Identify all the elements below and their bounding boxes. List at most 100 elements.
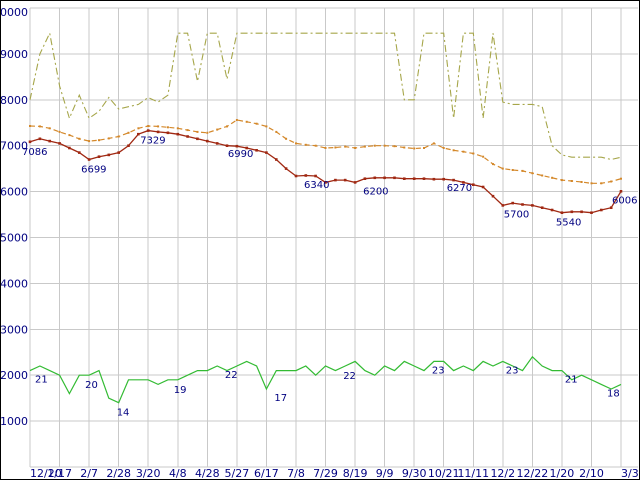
x-tick-label: 8/19 <box>343 467 368 480</box>
series-orange-dashed-mid-marker <box>610 180 613 183</box>
point-value-label: 6200 <box>363 186 388 197</box>
series-red-solid-low-marker <box>245 146 248 150</box>
y-tick-label: 1000 <box>0 415 28 428</box>
point-value-label: 19 <box>174 385 187 396</box>
series-orange-dashed-mid-marker <box>403 146 406 149</box>
series-orange-dashed-mid-marker <box>383 144 386 147</box>
series-orange-dashed-mid-marker <box>137 127 140 130</box>
series-orange-dashed-mid-marker <box>462 150 465 153</box>
series-orange-dashed-mid-marker <box>304 143 307 146</box>
y-tick-label: 7000 <box>0 140 28 153</box>
series-orange-dashed-mid-marker <box>423 147 425 149</box>
series-orange-dashed-mid-marker <box>314 144 317 147</box>
x-tick-label: 4/8 <box>169 467 187 480</box>
series-orange-dashed-mid-marker <box>354 147 357 149</box>
series-red-solid-low-marker <box>363 177 367 180</box>
series-red-solid-low-marker <box>107 153 111 157</box>
series-red-solid-low-marker <box>235 144 239 148</box>
point-value-label: 21 <box>565 375 578 386</box>
series-orange-dashed-mid-marker <box>68 134 71 137</box>
x-tick-label: 2/7 <box>80 467 98 480</box>
x-tick-label: 6/17 <box>254 467 279 480</box>
series-red-solid-low-marker <box>343 178 347 182</box>
series-red-solid-low-marker <box>146 129 150 132</box>
series-red-solid-low-marker <box>324 181 327 184</box>
series-red-solid-low-marker <box>383 176 386 180</box>
series-red-solid-low-marker <box>590 211 593 214</box>
series-orange-dashed-mid-marker <box>393 145 396 148</box>
series-orange-dashed-mid-marker <box>511 169 514 171</box>
series-orange-dashed-mid-marker <box>580 181 583 183</box>
series-red-solid-low-marker <box>215 142 219 145</box>
series-red-solid-low-marker <box>334 178 337 182</box>
series-orange-dashed-mid-marker <box>107 137 110 140</box>
series-orange-dashed-mid-marker <box>275 130 278 133</box>
point-value-label: 22 <box>225 370 238 381</box>
series-orange-dashed-mid-marker <box>295 142 297 145</box>
series-red-solid-low-marker <box>550 208 554 212</box>
x-tick-label: 1/17 <box>47 467 72 480</box>
point-value-label: 17 <box>274 393 287 404</box>
series-red-solid-low-marker <box>127 144 130 147</box>
series-orange-dashed-mid-marker <box>442 147 445 149</box>
series-red-solid-low-marker <box>452 178 455 182</box>
point-value-label: 23 <box>432 365 445 376</box>
x-tick-label: 1/20 <box>550 467 575 480</box>
series-orange-dashed-mid-marker <box>285 137 288 140</box>
x-tick-label: 12/2 <box>490 467 515 480</box>
series-red-solid-low-marker <box>570 210 574 214</box>
x-tick-label: 12/20 <box>30 467 62 480</box>
series-red-solid-low-marker <box>393 176 396 180</box>
series-red-solid-low-marker <box>78 151 81 154</box>
x-tick-label: 9/9 <box>376 467 394 480</box>
y-tick-label: 2000 <box>0 369 28 382</box>
point-value-label: 23 <box>506 365 519 376</box>
series-orange-dashed-mid-marker <box>501 167 504 170</box>
series-orange-dashed-mid-marker <box>560 179 563 182</box>
y-tick-label: 4000 <box>0 277 28 290</box>
series-red-solid-low-marker <box>531 204 534 207</box>
series-orange-dashed-mid-marker <box>600 182 603 185</box>
series-red-solid-low-marker <box>501 204 505 207</box>
series-red-solid-low-marker <box>560 211 564 214</box>
x-tick-label: 9/30 <box>402 467 427 480</box>
x-tick-label: 2/10 <box>579 467 604 480</box>
series-red-solid-low-marker <box>284 167 288 170</box>
series-red-solid-low-marker <box>186 135 189 138</box>
series-orange-dashed-mid-marker <box>78 137 81 140</box>
point-value-label: 6006 <box>612 195 637 206</box>
series-orange-dashed-mid-marker <box>38 125 41 128</box>
series-orange-dashed-mid-marker <box>226 125 228 128</box>
series-red-solid-low-marker <box>117 151 120 154</box>
series-red-solid-low-marker <box>432 177 436 181</box>
series-orange-dashed-mid-marker <box>531 172 534 175</box>
series-red-solid-low-marker <box>403 177 406 180</box>
series-red-solid-low-marker <box>38 137 42 141</box>
point-value-label: 6270 <box>447 183 472 194</box>
point-value-label: 22 <box>343 371 356 382</box>
series-orange-dashed-mid-marker <box>235 119 238 121</box>
series-orange-dashed-mid-marker <box>482 155 485 158</box>
series-orange-dashed-mid-marker <box>98 139 100 142</box>
series-orange-dashed-mid-marker <box>541 174 544 177</box>
series-red-solid-low-marker <box>609 206 613 209</box>
series-orange-dashed-mid-marker <box>590 182 593 185</box>
series-orange-dashed-mid-marker <box>186 129 189 132</box>
series-red-solid-low-marker <box>442 177 445 181</box>
series-red-solid-low-marker <box>166 131 170 135</box>
series-orange-dashed-mid-marker <box>58 130 61 133</box>
y-tick-label: 3000 <box>0 323 28 336</box>
series-red-solid-low-marker <box>265 151 268 154</box>
point-value-label: 7086 <box>22 147 47 158</box>
series-orange-dashed-mid-marker <box>196 130 199 133</box>
series-orange-dashed-mid-marker <box>521 169 524 172</box>
series-orange-dashed-mid-marker <box>432 142 435 145</box>
series-orange-dashed-mid-marker <box>29 125 31 127</box>
series-green-solid-count <box>29 355 622 404</box>
x-tick-label: 7/8 <box>287 467 305 480</box>
series-orange-dashed-mid-marker <box>363 145 366 148</box>
point-value-label: 7329 <box>140 136 165 147</box>
series-orange-dashed-mid-marker <box>472 152 475 155</box>
y-tick-label: 8000 <box>0 94 28 107</box>
